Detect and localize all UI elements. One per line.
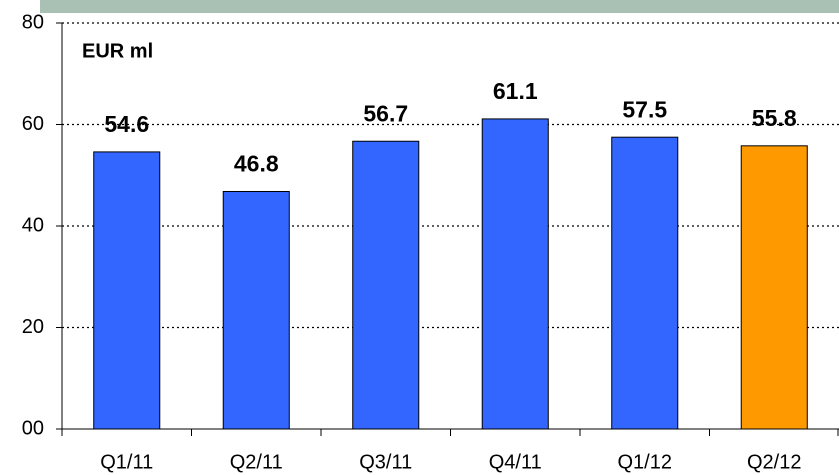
bar (481, 118, 549, 430)
bar (222, 190, 290, 430)
x-tick-label: Q1/11 (100, 451, 153, 473)
y-tick-label: 40 (22, 214, 44, 236)
y-tick-label: 80 (22, 11, 44, 33)
x-tick-label: Q3/11 (359, 451, 412, 473)
y-tick-label: 00 (22, 417, 44, 439)
value-label: 56.7 (363, 100, 408, 126)
bar (740, 145, 808, 430)
x-tick-label: Q4/11 (489, 451, 542, 473)
bar (93, 151, 161, 430)
bar (352, 140, 420, 430)
value-label: 57.5 (622, 96, 667, 122)
value-label: 55.8 (752, 105, 797, 131)
x-tick-label: Q2/12 (747, 451, 801, 473)
value-label: 46.8 (234, 151, 279, 177)
value-label: 61.1 (493, 78, 538, 104)
y-tick-label: 20 (22, 316, 44, 338)
value-label: 54.6 (104, 111, 149, 137)
y-tick-label: 60 (22, 113, 44, 135)
x-tick-label: Q2/11 (230, 451, 283, 473)
x-tick-label: Q1/12 (618, 451, 672, 473)
header-band (40, 0, 839, 13)
bar (611, 136, 679, 430)
unit-label: EUR ml (82, 40, 153, 62)
